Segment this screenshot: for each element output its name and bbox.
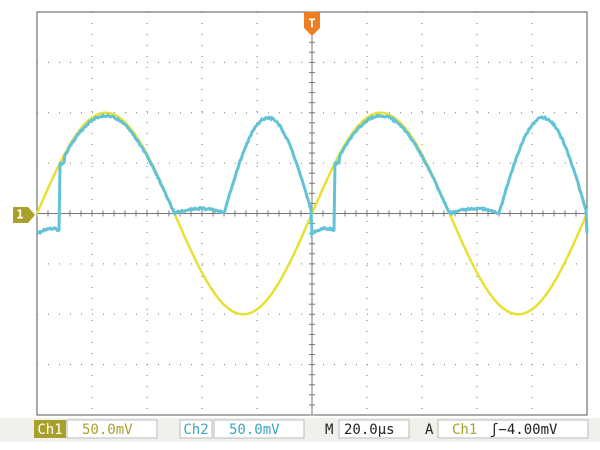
timebase-label: M (325, 422, 333, 438)
channel1-marker-label: 1 (16, 208, 23, 222)
ch2-label: Ch2 (183, 422, 208, 438)
trigger-source: Ch1 (452, 422, 477, 438)
ch2-scale: 50.0mV (229, 422, 280, 438)
timebase: 20.0µs (344, 422, 395, 438)
trigger-marker-label: T (308, 17, 315, 31)
trigger-level: ʃ−4.00mV (490, 422, 558, 438)
ch1-label: Ch1 (37, 422, 62, 438)
ch1-scale: 50.0mV (82, 422, 133, 438)
trigger-label: A (425, 422, 434, 438)
